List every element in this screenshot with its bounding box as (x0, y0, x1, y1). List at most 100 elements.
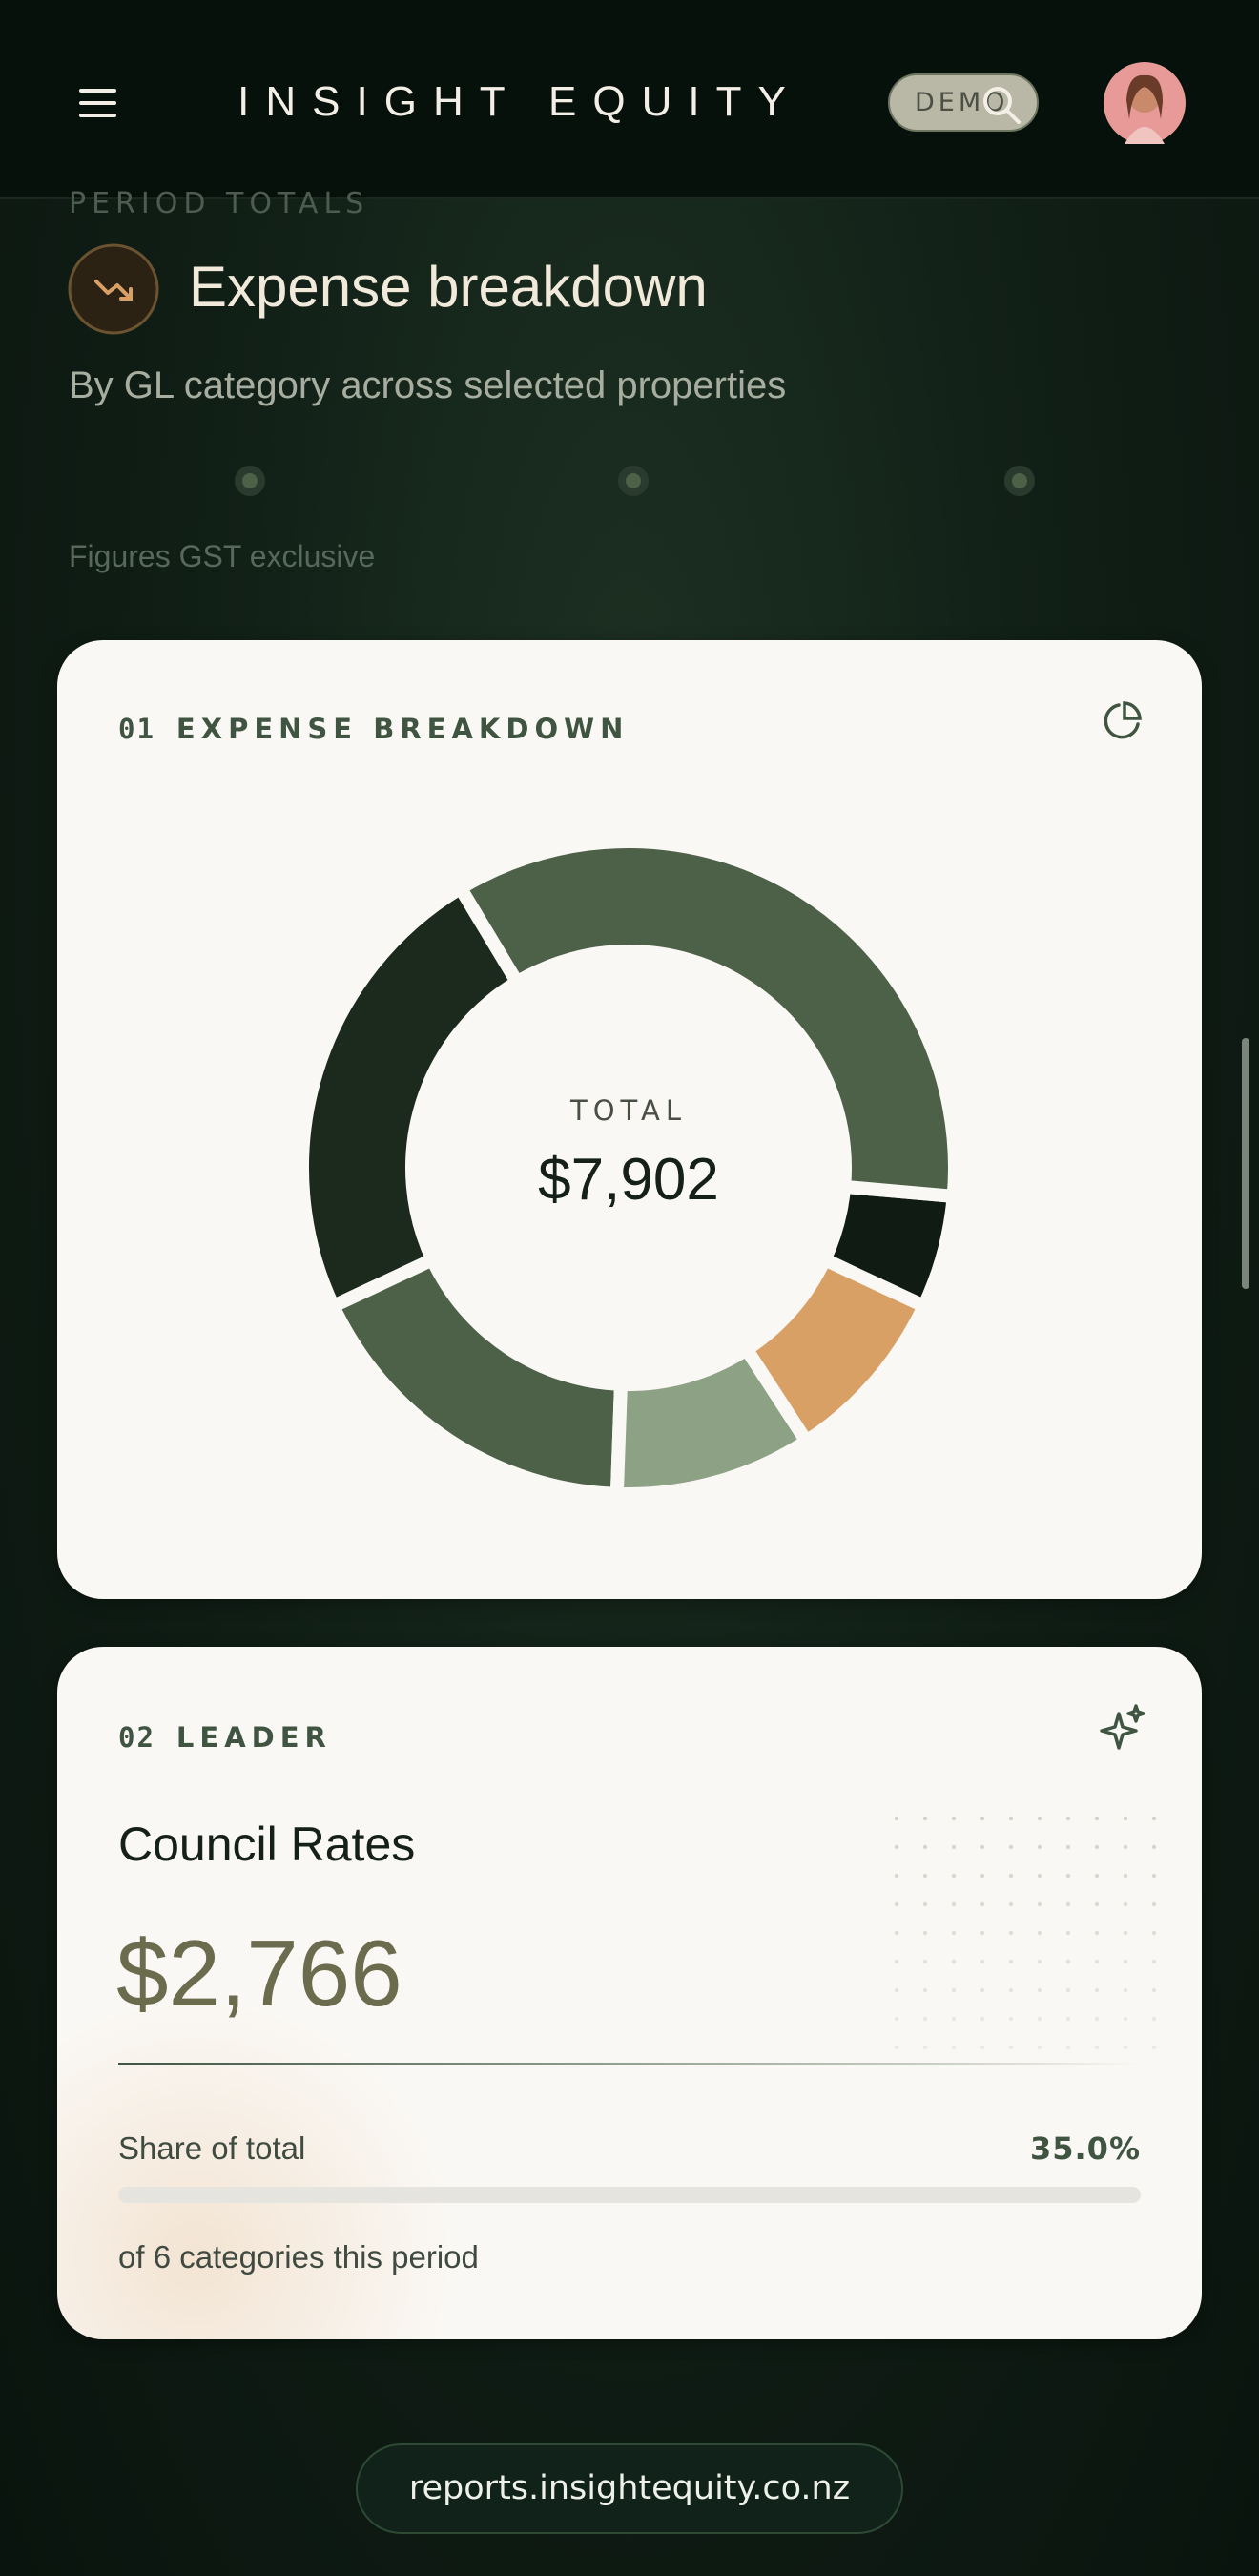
pattern-dot (1094, 2045, 1100, 2050)
pattern-dot (980, 1987, 985, 1993)
pattern-dot (1037, 1901, 1042, 1907)
pattern-dot (1037, 1816, 1042, 1821)
pattern-dot (980, 2016, 985, 2022)
pattern-dot (1094, 1901, 1100, 1907)
pattern-dot (1123, 2016, 1128, 2022)
pattern-dot (1008, 1987, 1014, 1993)
pattern-dot (1094, 1816, 1100, 1821)
pattern-dot (951, 1873, 957, 1879)
pattern-dot (1123, 1844, 1128, 1850)
menu-button[interactable] (78, 86, 118, 120)
pattern-dot (1151, 2016, 1157, 2022)
pattern-dot (980, 1844, 985, 1850)
pattern-dot (922, 1844, 928, 1850)
search-icon[interactable] (980, 84, 1022, 126)
pattern-dot (1008, 2045, 1014, 2050)
section-note: Figures GST exclusive (69, 539, 376, 573)
donut-center-value: $7,902 (538, 1147, 719, 1213)
leader-amount: $2,766 (116, 1921, 402, 2025)
brand[interactable]: INSIGHT EQUITY (237, 78, 802, 125)
card-number: 02 (118, 1721, 155, 1754)
pattern-dot (980, 1873, 985, 1879)
donut-segment (451, 835, 961, 1204)
pattern-dot (1037, 1987, 1042, 1993)
pattern-dot (1151, 1987, 1157, 1993)
pattern-dot (922, 1930, 928, 1936)
donut-segment (815, 1179, 961, 1316)
pattern-dot (1065, 1930, 1071, 1936)
card-title: EXPENSE BREAKDOWN (175, 713, 630, 745)
pattern-dot (922, 1901, 928, 1907)
leader-rule (118, 2063, 1141, 2065)
pattern-dot (1065, 2016, 1071, 2022)
share-track (118, 2187, 1141, 2203)
pattern-dot (1151, 1873, 1157, 1879)
pattern-dot (894, 1959, 899, 1964)
pattern-dot (894, 1816, 899, 1821)
pattern-dot (1037, 1873, 1042, 1879)
pie-icon[interactable] (1100, 697, 1145, 743)
pattern-dot (1037, 2016, 1042, 2022)
card-title: LEADER (175, 1721, 332, 1754)
donut-segment (323, 1250, 629, 1502)
scrollbar (1242, 1038, 1249, 1289)
section-title: Expense breakdown (189, 255, 708, 319)
pattern-dot (1094, 1844, 1100, 1850)
pattern-dot (1008, 2016, 1014, 2022)
pattern-dot (922, 1873, 928, 1879)
leader-footnote: of 6 categories this period (118, 2239, 479, 2275)
pattern-dot (1151, 2045, 1157, 2050)
pattern-dot (1151, 1901, 1157, 1907)
pattern-dot (922, 1816, 928, 1821)
pattern-dot (1123, 1816, 1128, 1821)
pattern-dot (1008, 1816, 1014, 1821)
pattern-dot (1065, 1959, 1071, 1964)
breakdown-card: 01 EXPENSE BREAKDOWN TOTAL $7,902 (57, 640, 1202, 1599)
donut-segment (737, 1250, 934, 1451)
avatar[interactable] (1104, 62, 1186, 144)
share-label: Share of total (118, 2130, 306, 2166)
pattern-dot (894, 2016, 899, 2022)
pattern-dot (951, 1844, 957, 1850)
footer-link[interactable]: reports.insightequity.co.nz (356, 2443, 903, 2534)
pattern-dot (1123, 1987, 1128, 1993)
share-value: 35.0% (1029, 2130, 1141, 2167)
pattern-dot (894, 1901, 899, 1907)
donut-center-label: TOTAL (569, 1094, 687, 1127)
pattern-dot (980, 1901, 985, 1907)
pattern-dot (951, 2016, 957, 2022)
pattern-dot (894, 1844, 899, 1850)
trend-icon (68, 243, 159, 335)
pattern-dot (951, 1987, 957, 1993)
donut-segment (296, 879, 526, 1316)
pattern-dot (1037, 1930, 1042, 1936)
pattern-dot (1151, 1844, 1157, 1850)
pattern-dot (1094, 1930, 1100, 1936)
pattern-dot (980, 2045, 985, 2050)
section-subtitle: By GL category across selected propertie… (69, 364, 787, 406)
pattern-dot (1008, 1901, 1014, 1907)
pattern-dot (1008, 1930, 1014, 1936)
pattern-dot (1094, 1873, 1100, 1879)
pattern-dot (922, 1959, 928, 1964)
pattern-dot (1094, 2016, 1100, 2022)
pattern-dot (980, 1930, 985, 1936)
pattern-dot (1151, 1816, 1157, 1821)
pattern-dot (1008, 1959, 1014, 1964)
pattern-dot (1065, 1816, 1071, 1821)
pattern-dot (980, 1816, 985, 1821)
pattern-dot (922, 1987, 928, 1993)
footer-url: reports.insightequity.co.nz (408, 2469, 851, 2507)
pattern-dot (951, 1816, 957, 1821)
pattern-dot (1123, 1930, 1128, 1936)
pattern-dot (1123, 2045, 1128, 2050)
pattern-dot (1065, 1844, 1071, 1850)
pattern-dot (1094, 1987, 1100, 1993)
pattern-dot (951, 1959, 957, 1964)
sparkle-icon[interactable] (1100, 1704, 1145, 1750)
pattern-dot (1037, 2045, 1042, 2050)
pattern-dot (1065, 1987, 1071, 1993)
pattern-dot (951, 1930, 957, 1936)
pattern-dot (1123, 1873, 1128, 1879)
